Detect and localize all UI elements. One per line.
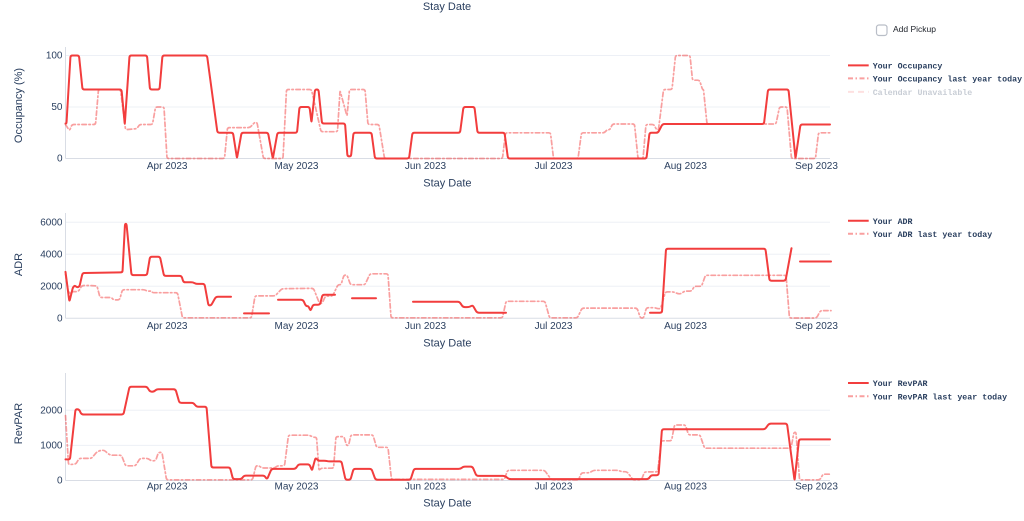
svg-text:May 2023: May 2023 [275, 482, 319, 493]
svg-text:2000: 2000 [40, 406, 63, 417]
svg-text:Aug 2023: Aug 2023 [664, 161, 707, 172]
svg-text:Your RevPAR last year today: Your RevPAR last year today [873, 392, 1007, 402]
svg-text:Jun 2023: Jun 2023 [405, 161, 447, 172]
svg-text:0: 0 [57, 154, 63, 165]
svg-text:Your ADR: Your ADR [873, 218, 913, 227]
svg-text:2000: 2000 [40, 282, 63, 293]
svg-text:Stay Date: Stay Date [423, 178, 471, 190]
svg-text:0: 0 [57, 314, 63, 325]
svg-text:0: 0 [57, 476, 63, 487]
svg-text:ADR: ADR [13, 253, 25, 276]
svg-text:Stay Date: Stay Date [423, 1, 471, 13]
svg-text:Stay Date: Stay Date [423, 337, 471, 349]
svg-text:May 2023: May 2023 [275, 161, 319, 172]
svg-text:Your Occupancy last year today: Your Occupancy last year today [873, 74, 1022, 84]
svg-text:May 2023: May 2023 [275, 321, 319, 332]
svg-text:Stay Date: Stay Date [423, 498, 471, 510]
svg-text:1000: 1000 [40, 441, 63, 452]
svg-text:Your RevPAR: Your RevPAR [873, 380, 928, 389]
svg-text:Sep 2023: Sep 2023 [795, 161, 838, 172]
svg-text:Your Occupancy: Your Occupancy [873, 62, 943, 71]
svg-text:Jul 2023: Jul 2023 [535, 482, 573, 493]
svg-text:Jul 2023: Jul 2023 [535, 161, 573, 172]
svg-text:Jun 2023: Jun 2023 [405, 482, 447, 493]
svg-text:Jun 2023: Jun 2023 [405, 321, 447, 332]
svg-text:RevPAR: RevPAR [13, 403, 25, 444]
svg-text:Your ADR last year today: Your ADR last year today [873, 230, 993, 240]
svg-text:Sep 2023: Sep 2023 [795, 321, 838, 332]
svg-text:Apr 2023: Apr 2023 [147, 482, 188, 493]
svg-text:Jul 2023: Jul 2023 [535, 321, 573, 332]
svg-text:4000: 4000 [40, 250, 63, 261]
svg-text:Add Pickup: Add Pickup [893, 24, 936, 34]
svg-text:Apr 2023: Apr 2023 [147, 161, 188, 172]
svg-text:Aug 2023: Aug 2023 [664, 482, 707, 493]
svg-text:Calendar Unavailable: Calendar Unavailable [873, 88, 973, 98]
svg-text:Aug 2023: Aug 2023 [664, 321, 707, 332]
svg-text:Sep 2023: Sep 2023 [795, 482, 838, 493]
svg-text:Apr 2023: Apr 2023 [147, 321, 188, 332]
svg-text:6000: 6000 [40, 218, 63, 229]
svg-text:Occupancy (%): Occupancy (%) [13, 68, 25, 143]
svg-text:50: 50 [51, 102, 63, 113]
svg-text:100: 100 [46, 51, 63, 62]
